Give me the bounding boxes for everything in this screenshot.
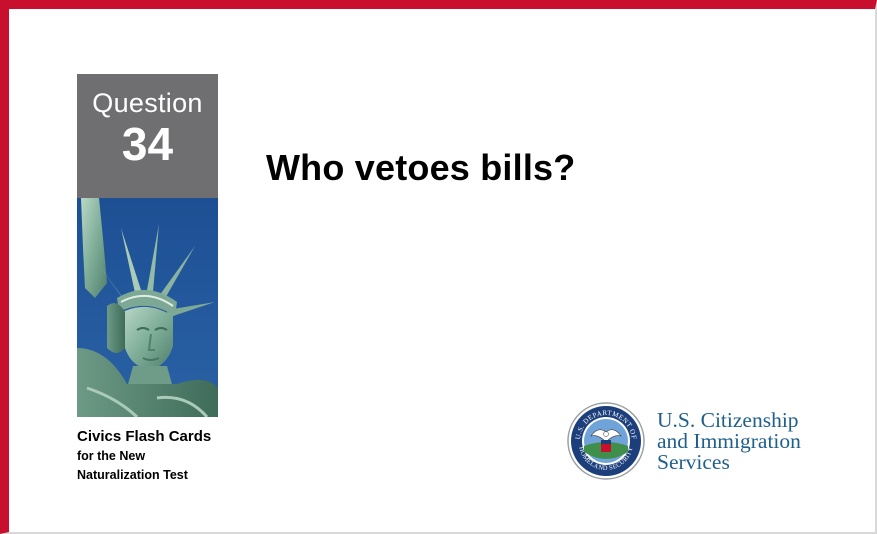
agency-line1: U.S. Citizenship (657, 408, 799, 432)
agency-line2: and Immigration (657, 429, 801, 453)
agency-line3: Services (657, 450, 730, 474)
caption-subtitle-line1: for the New (77, 449, 146, 463)
question-number: 34 (121, 118, 174, 170)
caption-title: Civics Flash Cards (77, 428, 212, 445)
question-text: Who vetoes bills? (266, 147, 576, 188)
question-number-box: Question 34 (77, 74, 218, 198)
question-label: Question (92, 88, 203, 118)
caption: Civics Flash Cards for the New Naturaliz… (77, 427, 247, 485)
statue-of-liberty-image (77, 198, 218, 417)
dhs-seal-icon: U.S. DEPARTMENT OF HOMELAND SECURITY (567, 402, 645, 480)
caption-subtitle-line2: Naturalization Test (77, 468, 188, 482)
uscis-wordmark: U.S. Citizenship and Immigration Service… (657, 408, 801, 474)
